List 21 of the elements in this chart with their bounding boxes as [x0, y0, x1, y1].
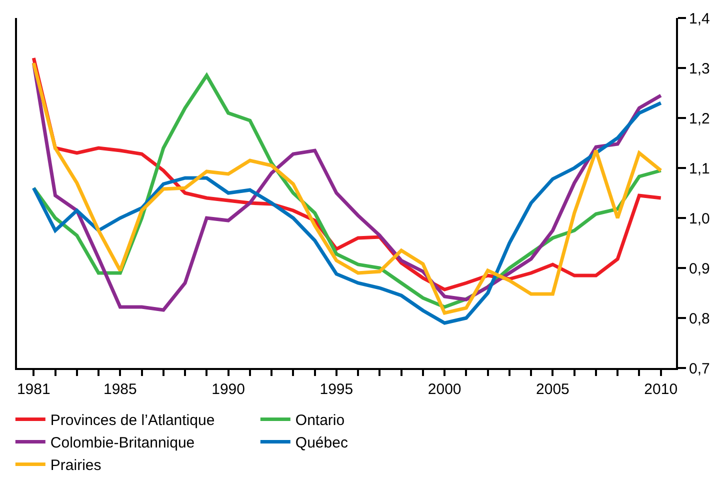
x-tick-label: 2005: [536, 381, 570, 398]
x-tick-label: 2000: [428, 381, 462, 398]
legend-label: Provinces de l’Atlantique: [50, 412, 215, 430]
y-tick-label: 1,2: [689, 110, 710, 128]
y-tick-label: 0,7: [689, 360, 710, 378]
legend-label: Ontario: [295, 412, 345, 430]
x-tick-label: 1981: [16, 381, 50, 398]
x-tick-label: 2010: [644, 381, 678, 398]
y-tick-label: 1,0: [689, 210, 710, 228]
legend-label: Québec: [295, 434, 348, 452]
x-tick-label: 1985: [103, 381, 137, 398]
legend-label: Colombie-Britannique: [50, 434, 195, 452]
x-tick-label: 1990: [212, 381, 245, 398]
y-tick-label: 1,3: [689, 60, 710, 78]
x-tick-label: 1995: [320, 381, 354, 398]
legend-label: Prairies: [50, 457, 102, 474]
line-series: [32, 101, 663, 325]
y-tick-label: 0,8: [689, 310, 710, 328]
y-tick-label: 1,4: [689, 10, 710, 28]
y-tick-label: 1,1: [689, 160, 710, 178]
y-tick-label: 0,9: [689, 260, 710, 278]
